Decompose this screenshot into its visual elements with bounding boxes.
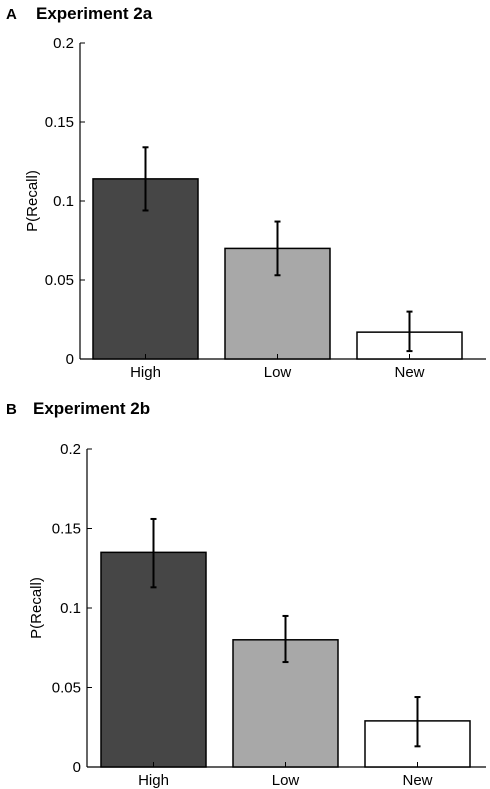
x-tick-label: High (138, 772, 169, 789)
plot-area: 0 0.05 0.1 0.15 0.2 High Low New (45, 35, 486, 381)
x-tick-label: New (394, 364, 424, 381)
y-tick-label: 0.2 (60, 441, 81, 458)
x-tick-label: New (402, 772, 432, 789)
y-tick-label: 0.1 (53, 193, 74, 210)
y-tick-label: 0.05 (45, 272, 74, 289)
panel-letter: A (6, 6, 17, 23)
y-tick-label: 0.15 (52, 521, 81, 538)
y-tick-label: 0 (66, 351, 74, 368)
panel-a: A Experiment 2a P(Recall) 0 0.05 0.1 0.15 0.… (6, 4, 486, 381)
x-tick-label: Low (272, 772, 300, 789)
y-tick-label: 0 (73, 759, 81, 776)
panel-b: B Experiment 2b P(Recall) 0 0.05 0.1 0.15 0.… (6, 399, 486, 789)
x-tick-label: Low (264, 364, 292, 381)
x-tick-label: High (130, 364, 161, 381)
panel-letter: B (6, 401, 17, 418)
chart-title: Experiment 2a (36, 4, 153, 23)
y-axis-label: P(Recall) (24, 170, 41, 232)
chart-title: Experiment 2b (33, 399, 150, 418)
y-tick-label: 0.2 (53, 35, 74, 52)
plot-area: 0 0.05 0.1 0.15 0.2 High Low New (52, 441, 486, 789)
y-tick-label: 0.15 (45, 114, 74, 131)
y-axis-label: P(Recall) (28, 577, 45, 639)
y-tick-label: 0.05 (52, 680, 81, 697)
y-tick-label: 0.1 (60, 600, 81, 617)
